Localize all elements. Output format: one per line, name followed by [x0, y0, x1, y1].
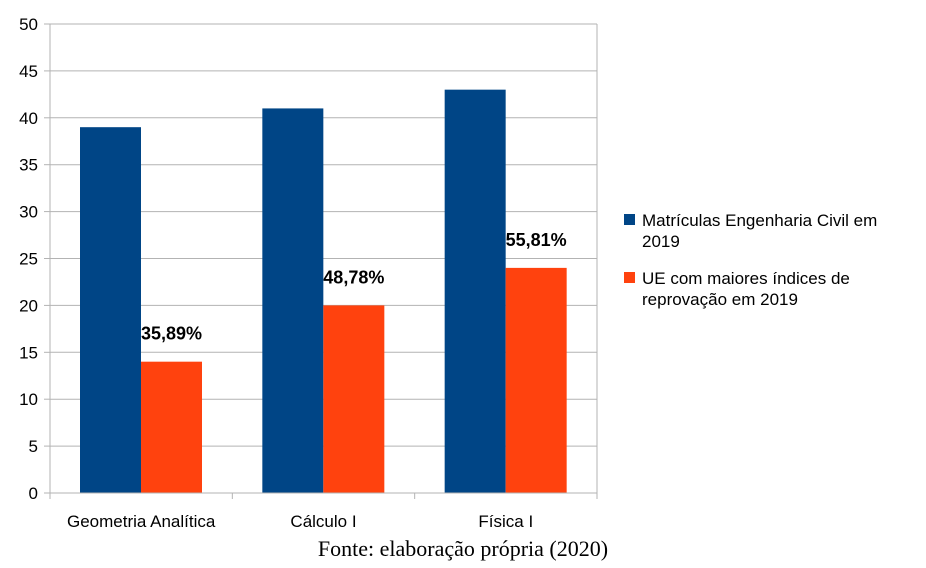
- y-tick-label: 20: [19, 296, 38, 315]
- legend-swatch: [624, 272, 635, 283]
- y-tick-label: 25: [19, 250, 38, 269]
- y-axis: 0 5 10 15 20 25 30 35 40 45 50: [19, 15, 51, 503]
- x-tick-label: Geometria Analítica: [67, 512, 216, 531]
- bar: [262, 108, 324, 494]
- legend-label: Matrículas Engenharia Civil em 2019: [642, 211, 877, 251]
- data-labels: 35,89% 48,78% 55,81%: [141, 230, 567, 344]
- x-axis: Geometria Analítica Cálculo I Física I: [49, 492, 598, 531]
- y-tick-label: 5: [29, 437, 38, 456]
- bar: [323, 305, 385, 493]
- bar: [444, 89, 506, 493]
- legend-label-line: Matrículas Engenharia Civil em: [642, 211, 877, 230]
- y-tick-label: 0: [29, 484, 38, 503]
- data-label: 35,89%: [141, 324, 202, 344]
- legend-label: UE com maiores índices de reprovação em 2…: [642, 269, 850, 309]
- bars: [80, 89, 567, 494]
- y-tick-label: 15: [19, 343, 38, 362]
- legend-swatch: [624, 214, 635, 225]
- data-label: 48,78%: [323, 267, 384, 287]
- y-tick-label: 30: [19, 203, 38, 222]
- y-tick-label: 40: [19, 109, 38, 128]
- bar: [505, 267, 567, 493]
- legend: Matrículas Engenharia Civil em 2019 UE co…: [624, 211, 877, 309]
- x-tick-label: Cálculo I: [290, 512, 356, 531]
- y-tick-label: 50: [19, 15, 38, 34]
- figure-caption: Fonte: elaboração própria (2020): [317, 536, 609, 561]
- legend-label-line: 2019: [642, 232, 680, 251]
- data-label: 55,81%: [506, 230, 567, 250]
- y-tick-label: 35: [19, 156, 38, 175]
- legend-label-line: reprovação em 2019: [642, 290, 798, 309]
- legend-label-line: UE com maiores índices de: [642, 269, 850, 288]
- bar: [80, 127, 141, 494]
- y-tick-label: 45: [19, 62, 38, 81]
- y-tick-label: 10: [19, 390, 38, 409]
- x-tick-label: Física I: [478, 512, 533, 531]
- bar: [141, 361, 202, 493]
